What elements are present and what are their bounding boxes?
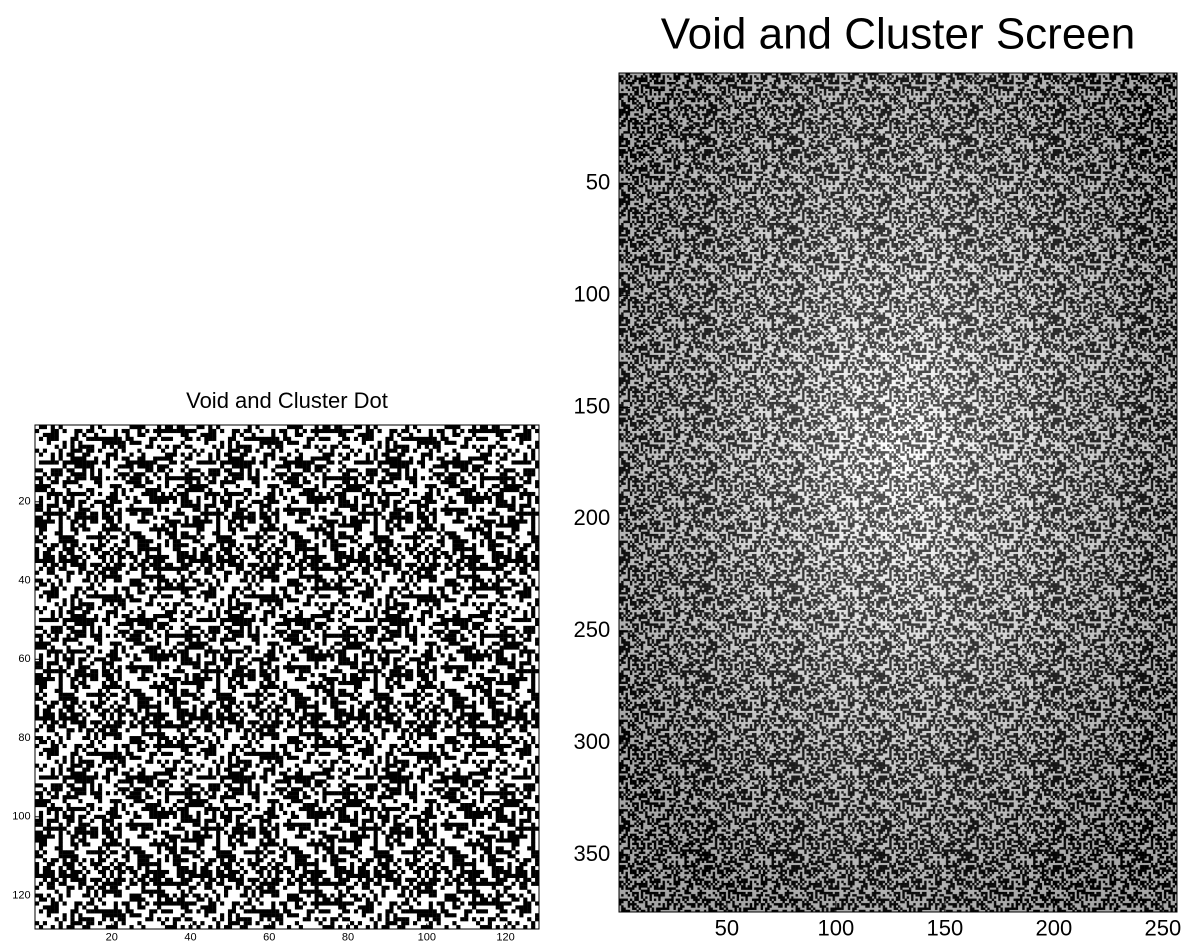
y-tick-label: 100	[12, 811, 30, 823]
x-tick-label: 50	[715, 915, 739, 940]
y-tick-label: 20	[18, 496, 30, 508]
image-shade	[619, 73, 1177, 912]
x-tick-label: 200	[1035, 915, 1072, 940]
y-tick-label: 100	[573, 281, 610, 306]
axes-frame	[34, 424, 540, 930]
y-tick-label: 50	[586, 170, 610, 195]
x-tick-label: 20	[106, 932, 118, 944]
x-tick-label: 250	[1144, 915, 1181, 940]
x-tick-label: 120	[496, 932, 514, 944]
y-tick-label: 120	[12, 889, 30, 901]
y-tick-label: 80	[18, 732, 30, 744]
x-tick-label: 100	[818, 915, 855, 940]
y-tick-label: 250	[573, 617, 610, 642]
chart-title: Void and Cluster Screen	[661, 10, 1136, 59]
axes-frame	[618, 72, 1178, 913]
x-tick-label: 60	[263, 932, 275, 944]
x-tick-label: 40	[184, 932, 196, 944]
chart-title: Void and Cluster Dot	[186, 388, 388, 413]
y-tick-label: 60	[18, 653, 30, 665]
y-tick-label: 200	[573, 505, 610, 530]
y-tick-label: 300	[573, 729, 610, 754]
x-tick-label: 150	[927, 915, 964, 940]
y-tick-label: 350	[573, 841, 610, 866]
x-tick-label: 100	[418, 932, 436, 944]
y-tick-label: 40	[18, 574, 30, 586]
x-tick-label: 80	[342, 932, 354, 944]
image	[35, 425, 539, 929]
y-tick-label: 150	[573, 393, 610, 418]
